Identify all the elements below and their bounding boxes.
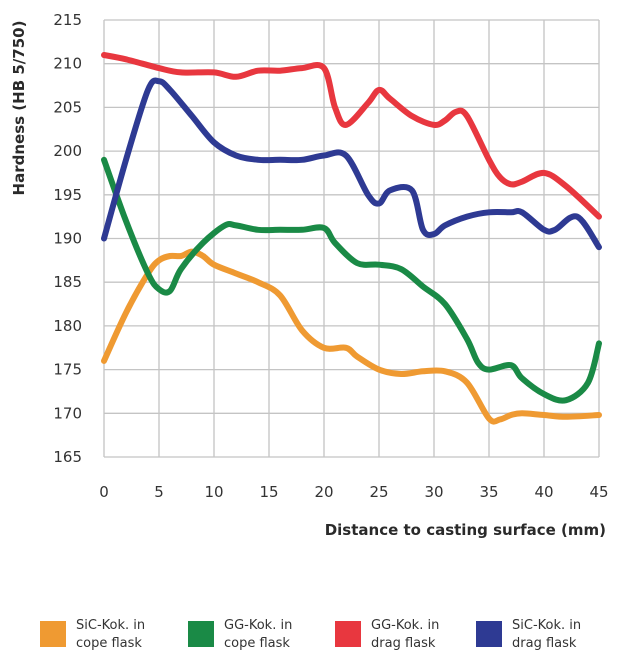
x-tick-label: 20 xyxy=(314,483,333,501)
x-tick-label: 35 xyxy=(479,483,498,501)
legend-label-line1: GG-Kok. in xyxy=(371,618,440,633)
series-line-sic-drag xyxy=(101,77,602,251)
legend-swatch-sic-cope xyxy=(40,621,66,647)
y-tick-label: 215 xyxy=(53,11,82,29)
legend-label-sic-cope: SiC-Kok. in cope flask xyxy=(76,617,176,653)
legend: SiC-Kok. in cope flask GG-Kok. in cope f… xyxy=(40,615,620,659)
y-axis-title: Hardness (HB 5/750) xyxy=(10,21,28,196)
series-line-gg-cope xyxy=(101,156,602,404)
y-tick-label: 175 xyxy=(53,361,82,379)
legend-label-gg-drag: GG-Kok. in drag flask xyxy=(371,617,471,653)
y-tick-label: 170 xyxy=(53,404,82,422)
y-tick-label: 200 xyxy=(53,142,82,160)
series-line-sic-cope xyxy=(101,248,602,425)
grid xyxy=(103,19,600,458)
y-tick-label: 190 xyxy=(53,230,82,248)
legend-label-line2: drag flask xyxy=(512,636,577,651)
legend-label-sic-drag: SiC-Kok. in drag flask xyxy=(512,617,612,653)
x-tick-label: 15 xyxy=(259,483,278,501)
y-tick-label: 205 xyxy=(53,98,82,116)
y-tick-label: 185 xyxy=(53,273,82,291)
y-tick-label: 195 xyxy=(53,186,82,204)
legend-label-line1: SiC-Kok. in xyxy=(76,618,146,633)
legend-swatch-gg-cope xyxy=(188,621,214,647)
legend-swatch-sic-drag xyxy=(476,621,502,647)
series-layer xyxy=(101,52,602,425)
y-tick-label: 210 xyxy=(53,55,82,73)
x-tick-label: 10 xyxy=(204,483,223,501)
x-tick-label: 40 xyxy=(534,483,553,501)
series-line-gg-drag xyxy=(101,52,602,220)
legend-label-line1: SiC-Kok. in xyxy=(512,618,582,633)
x-tick-label: 25 xyxy=(369,483,388,501)
x-tick-labels: 0 5 10 15 20 25 30 35 40 45 xyxy=(99,483,608,501)
x-tick-label: 30 xyxy=(424,483,443,501)
x-tick-label: 5 xyxy=(154,483,164,501)
y-tick-labels: 165 170 175 180 185 190 195 200 205 210 215 xyxy=(53,11,82,466)
x-tick-label: 0 xyxy=(99,483,109,501)
x-axis-title: Distance to casting surface (mm) xyxy=(325,521,606,539)
y-tick-label: 165 xyxy=(53,448,82,466)
legend-label-line1: GG-Kok. in xyxy=(224,618,293,633)
legend-label-line2: cope flask xyxy=(224,636,290,651)
legend-label-line2: cope flask xyxy=(76,636,142,651)
y-tick-label: 180 xyxy=(53,317,82,335)
legend-label-line2: drag flask xyxy=(371,636,436,651)
x-tick-label: 45 xyxy=(589,483,608,501)
legend-label-gg-cope: GG-Kok. in cope flask xyxy=(224,617,324,653)
legend-swatch-gg-drag xyxy=(335,621,361,647)
